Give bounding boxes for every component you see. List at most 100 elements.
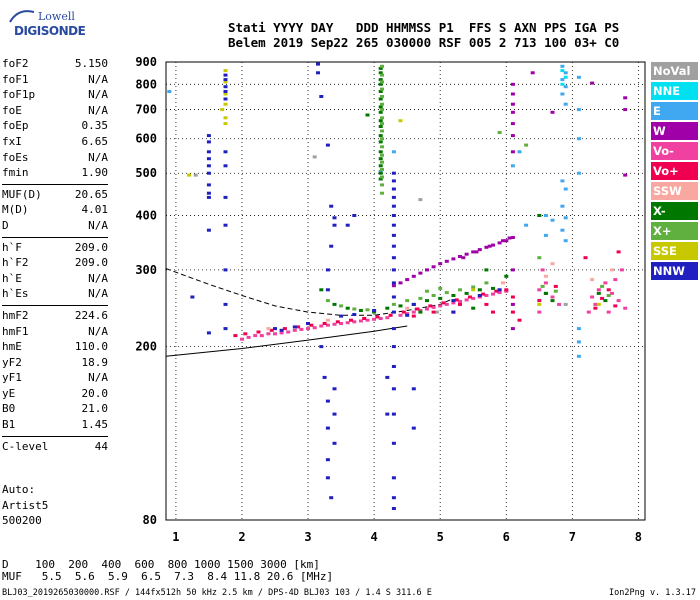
x-tick-label: 2 (238, 530, 245, 544)
y-tick-label: 700 (135, 103, 157, 117)
echo-point (507, 236, 512, 240)
param-value: 1.45 (81, 418, 109, 432)
echo-point (380, 87, 384, 91)
echo-point (491, 286, 495, 290)
echo-point (391, 171, 396, 175)
echo-point (537, 214, 542, 217)
x-tick-label: 1 (172, 530, 179, 544)
param-name: foF2 (2, 57, 29, 70)
echo-point (425, 289, 429, 293)
series-w (391, 71, 628, 331)
echo-point (256, 330, 261, 334)
echo-point (494, 289, 499, 293)
echo-point (380, 116, 384, 120)
echo-point (560, 179, 565, 183)
echo-point (537, 299, 542, 303)
param-value: 5.150 (74, 57, 108, 70)
echo-point (223, 102, 228, 106)
echo-point (451, 257, 456, 261)
echo-point (464, 252, 469, 256)
echo-point (223, 90, 228, 93)
echo-point (560, 228, 565, 232)
echo-point (613, 278, 618, 282)
echo-point (380, 108, 384, 112)
echo-point (425, 268, 429, 272)
echo-point (563, 85, 568, 89)
echo-point (576, 108, 581, 112)
echo-point (391, 233, 396, 237)
echo-point (557, 302, 562, 306)
echo-point (600, 284, 605, 288)
echo-point (372, 317, 377, 321)
echo-point (418, 309, 423, 312)
profile-trace (165, 268, 451, 316)
echo-point (378, 66, 383, 70)
echo-point (325, 458, 330, 462)
echo-point (206, 331, 211, 335)
echo-point (329, 204, 334, 208)
echo-point (484, 302, 489, 306)
echo-point (206, 150, 211, 154)
echo-point (398, 119, 403, 123)
echo-point (325, 323, 330, 327)
echo-point (299, 327, 304, 331)
chart-traces (165, 268, 451, 357)
echo-point (540, 284, 545, 288)
param-row: fxI 6.65 (2, 135, 108, 151)
echo-point (497, 131, 502, 134)
echo-point (391, 214, 396, 217)
chart-grid (166, 61, 645, 520)
echo-point (458, 299, 462, 303)
echo-point (576, 340, 581, 344)
echo-point (391, 195, 396, 199)
param-name: h`F (2, 240, 22, 254)
echo-point (332, 441, 337, 445)
echo-point (451, 310, 456, 314)
echo-point (418, 296, 423, 300)
echo-point (524, 143, 529, 147)
echo-point (233, 334, 238, 338)
param-row: D N/A (2, 219, 108, 235)
echo-point (325, 399, 330, 403)
echo-point (325, 268, 330, 272)
echo-point (391, 204, 396, 208)
echo-point (543, 281, 548, 285)
echo-point (223, 223, 228, 227)
echo-point (206, 191, 211, 195)
echo-point (325, 476, 330, 480)
param-row: hmF2 224.6 (2, 309, 108, 325)
legend-item-vo-: Vo- (651, 142, 698, 160)
auto-artist: Artist5 (2, 498, 49, 512)
echo-point (380, 183, 384, 187)
echo-point (471, 296, 476, 300)
echo-point (524, 223, 529, 227)
echo-point (543, 233, 548, 237)
echo-point (378, 110, 383, 114)
echo-point (623, 108, 628, 112)
echo-point (378, 150, 383, 154)
echo-point (487, 244, 492, 248)
echo-point (332, 302, 337, 306)
series-sse (187, 69, 601, 306)
echo-point (391, 387, 396, 391)
echo-point (596, 302, 601, 306)
echo-point (418, 198, 423, 202)
echo-point (484, 268, 489, 272)
echo-point (380, 191, 384, 195)
param-name: foEs (2, 150, 29, 164)
echo-point (543, 274, 548, 278)
x-tick-label: 3 (304, 530, 311, 544)
echo-point (378, 90, 383, 93)
echo-point (380, 175, 384, 179)
echo-point (322, 375, 327, 379)
echo-point (510, 102, 515, 106)
echo-point (372, 309, 377, 312)
echo-point (560, 64, 565, 68)
echo-point (223, 85, 228, 89)
echo-point (352, 214, 357, 217)
echo-point (378, 177, 383, 181)
param-value: 1.90 (81, 166, 109, 180)
echo-point (378, 140, 383, 144)
echo-point (401, 310, 406, 314)
param-value: 209.0 (74, 256, 108, 270)
